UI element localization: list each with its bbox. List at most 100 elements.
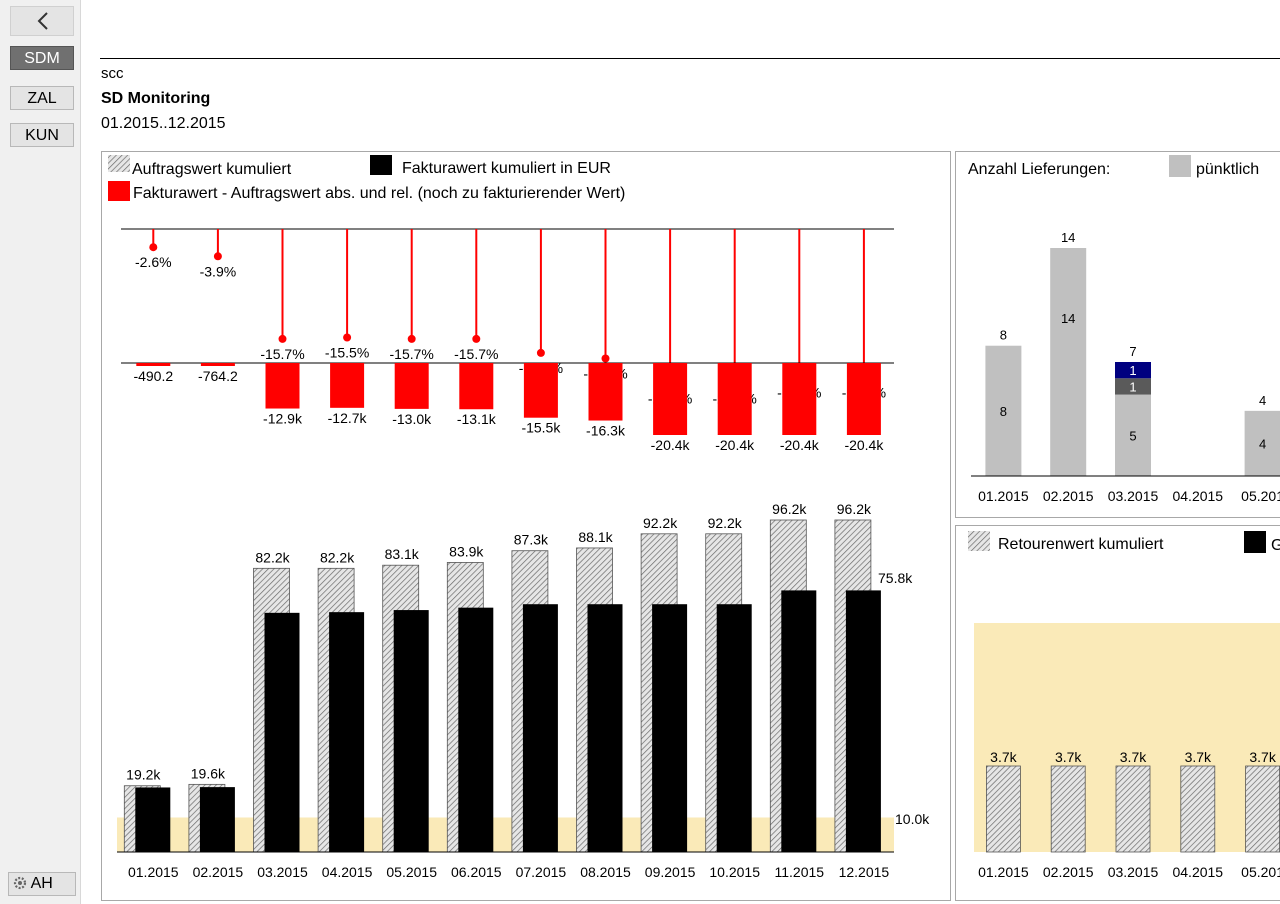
absolute-label: -20.4k — [780, 437, 820, 453]
last-faktura-label: 75.8k — [878, 570, 913, 586]
chevron-left-icon — [37, 12, 48, 30]
retourenwert-bar — [1245, 765, 1280, 853]
x-tick-label: 10.2015 — [709, 864, 760, 880]
relative-dot — [213, 252, 222, 261]
deliveries-title: Anzahl Lieferungen: — [968, 161, 1110, 178]
relative-label: -15.7% — [260, 346, 304, 362]
legend-diff: Fakturawert - Auftragswert abs. und rel.… — [133, 185, 625, 202]
x-tick-label: 04.2015 — [1172, 488, 1223, 504]
nav-item-sdm[interactable]: SDM — [10, 46, 74, 70]
x-tick-label: 05.201 — [1241, 864, 1280, 880]
absolute-bar — [265, 363, 300, 409]
legend-swatch-g — [1244, 531, 1266, 553]
x-tick-label: 02.2015 — [193, 864, 244, 880]
retourenwert-bar — [1180, 765, 1216, 853]
x-tick-label: 05.201 — [1241, 488, 1280, 504]
auftragswert-label: 87.3k — [514, 532, 549, 548]
legend-fakturawert: Fakturawert kumuliert in EUR — [402, 160, 611, 177]
absolute-bar — [588, 363, 623, 421]
retourenwert-label: 3.7k — [1120, 749, 1147, 765]
relative-label: -15.5% — [325, 345, 369, 361]
nav-item-kun[interactable]: KUN — [10, 123, 74, 147]
x-tick-label: 08.2015 — [580, 864, 631, 880]
x-tick-label: 01.2015 — [978, 488, 1029, 504]
x-tick-label: 05.2015 — [386, 864, 437, 880]
auftragswert-label: 92.2k — [708, 515, 743, 531]
auftragswert-label: 83.1k — [385, 546, 420, 562]
legend-swatch-diff — [108, 181, 130, 201]
fakturawert-bar — [135, 787, 171, 852]
absolute-bar — [136, 363, 171, 366]
retourenwert-bar — [1115, 765, 1151, 853]
auftragswert-label: 96.2k — [837, 501, 872, 517]
x-tick-label: 03.2015 — [1108, 864, 1159, 880]
user-button[interactable]: AH — [8, 872, 76, 896]
legend-g: G — [1271, 537, 1280, 554]
absolute-label: -764.2 — [198, 368, 238, 384]
retourenwert-label: 3.7k — [990, 749, 1017, 765]
absolute-label: -12.7k — [328, 410, 368, 426]
main-chart: Auftragswert kumuliert Fakturawert kumul… — [108, 155, 930, 880]
delivery-segment-label: 5 — [1129, 428, 1136, 443]
x-tick-label: 09.2015 — [645, 864, 696, 880]
x-tick-label: 07.2015 — [516, 864, 567, 880]
reference-band — [117, 817, 894, 852]
back-button[interactable] — [10, 6, 74, 36]
x-tick-label: 12.2015 — [839, 864, 890, 880]
absolute-bar — [394, 363, 429, 409]
legend-swatch-fakturawert — [370, 155, 392, 175]
gear-icon — [13, 876, 27, 890]
period-label: 01.2015..12.2015 — [101, 115, 226, 132]
absolute-bar — [200, 363, 235, 366]
relative-label: -15.7% — [390, 346, 434, 362]
delivery-total-label: 14 — [1061, 230, 1075, 245]
x-tick-label: 01.2015 — [978, 864, 1029, 880]
legend-swatch-retourenwert — [968, 531, 990, 551]
fakturawert-bar — [264, 612, 300, 852]
relative-dot — [472, 334, 481, 343]
relative-dot — [536, 348, 545, 357]
legend-retourenwert: Retourenwert kumuliert — [998, 536, 1164, 553]
absolute-label: -20.4k — [715, 437, 755, 453]
legend-swatch-puenktlich — [1169, 155, 1191, 177]
delivery-segment-label: 14 — [1061, 311, 1075, 326]
delivery-segment — [1115, 378, 1151, 395]
delivery-total-label: 4 — [1259, 393, 1266, 408]
relative-label: -15.7% — [454, 346, 498, 362]
absolute-bar — [846, 363, 881, 435]
company-label: scc — [101, 65, 124, 82]
delivery-segment — [1115, 362, 1151, 379]
delivery-total-label: 8 — [1000, 328, 1007, 343]
auftragswert-label: 88.1k — [578, 529, 613, 545]
x-tick-label: 03.2015 — [1108, 488, 1159, 504]
fakturawert-bar — [781, 590, 817, 852]
x-tick-label: 02.2015 — [1043, 864, 1094, 880]
retourenwert-label: 3.7k — [1249, 749, 1276, 765]
fakturawert-bar — [652, 604, 688, 852]
fakturawert-bar — [393, 610, 429, 852]
delivery-total-label: 7 — [1129, 344, 1136, 359]
retourenwert-bar — [985, 765, 1021, 853]
relative-dot — [343, 333, 352, 342]
absolute-bar — [653, 363, 688, 435]
absolute-bar — [782, 363, 817, 435]
auftragswert-label: 83.9k — [449, 543, 484, 559]
retourenwert-bar — [1050, 765, 1086, 853]
relative-label: -3.9% — [200, 263, 237, 279]
fakturawert-bar — [329, 612, 365, 852]
relative-label: -2.6% — [135, 254, 172, 270]
auftragswert-label: 82.2k — [320, 549, 355, 565]
absolute-label: -15.5k — [521, 420, 561, 436]
page-title: SD Monitoring — [101, 90, 211, 107]
legend-auftragswert: Auftragswert kumuliert — [132, 161, 292, 178]
legend-puenktlich: pünktlich — [1196, 161, 1259, 178]
x-tick-label: 04.2015 — [322, 864, 373, 880]
returns-panel: Retourenwert kumuliert G 3.7k 01.2015 3.7k… — [955, 525, 1280, 901]
nav-item-zal[interactable]: ZAL — [10, 86, 74, 110]
auftragswert-label: 19.6k — [191, 765, 226, 781]
auftragswert-label: 92.2k — [643, 515, 678, 531]
x-tick-label: 02.2015 — [1043, 488, 1094, 504]
auftragswert-label: 96.2k — [772, 501, 807, 517]
fakturawert-bar — [199, 787, 235, 852]
legend-swatch-auftragswert — [108, 155, 130, 172]
